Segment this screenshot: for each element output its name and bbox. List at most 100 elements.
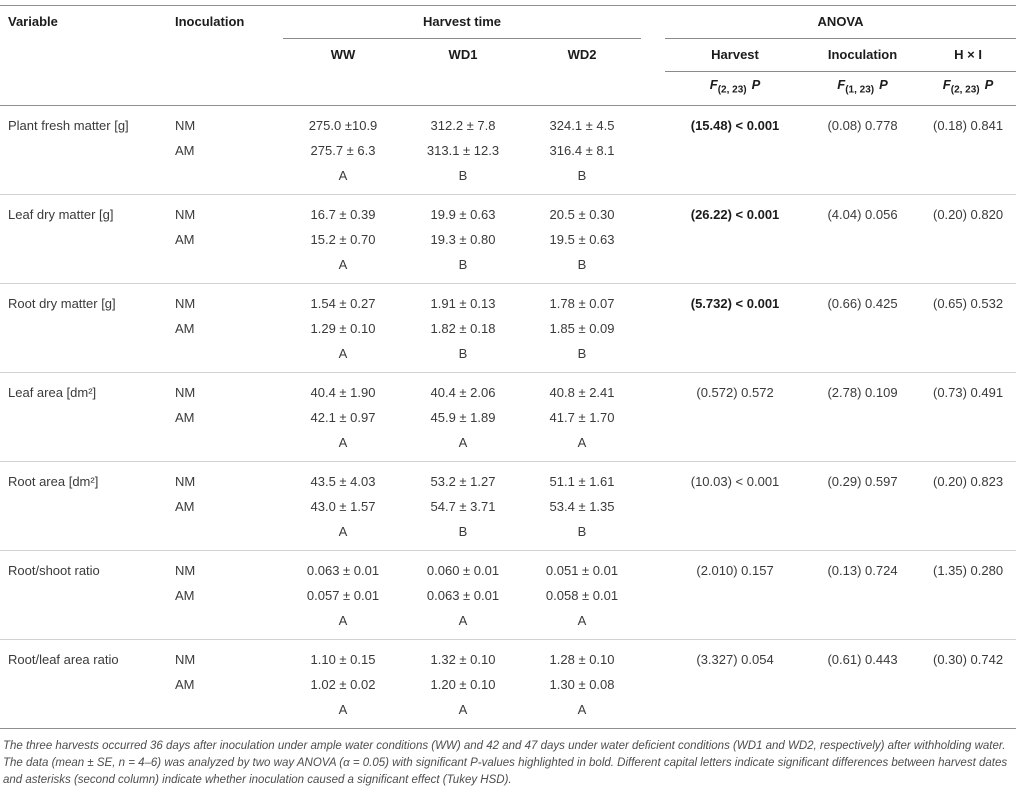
tukey-letter-wd1: B xyxy=(458,523,468,539)
value-wd2-nm: 20.5 ± 0.30 xyxy=(549,206,615,222)
header-empty-cell xyxy=(283,71,403,105)
value-wd2-am: 41.7 ± 1.70 xyxy=(549,409,615,425)
table-row: AM 1.02 ± 0.02 1.20 ± 0.10 1.30 ± 0.08 xyxy=(0,672,1016,697)
table-row: AM 15.2 ± 0.70 19.3 ± 0.80 19.5 ± 0.63 xyxy=(0,227,1016,252)
variable-block-root-leaf-area-ratio: Root/leaf area ratio NM 1.10 ± 0.15 1.32… xyxy=(0,639,1016,728)
anova-interaction-value: (0.30) 0.742 xyxy=(932,651,1004,667)
anova-inoculation-value: (0.61) 0.443 xyxy=(827,651,898,667)
df-subscript: (2, 23) xyxy=(950,84,980,96)
inoculation-label: NM xyxy=(175,473,196,489)
anova-interaction-value: (0.20) 0.820 xyxy=(932,206,1004,222)
value-ww-am: 1.29 ± 0.10 xyxy=(310,320,376,336)
gap-cell xyxy=(641,550,665,639)
value-ww-am: 43.0 ± 1.57 xyxy=(310,498,376,514)
anova-results-table: Variable Inoculation Harvest time ANOVA … xyxy=(0,6,1016,728)
tukey-letter-wd2: B xyxy=(577,167,587,183)
table-row: Leaf dry matter [g] NM 16.7 ± 0.39 19.9 … xyxy=(0,194,1016,227)
anova-inoculation-value: (2.78) 0.109 xyxy=(827,384,898,400)
table-row: AM 43.0 ± 1.57 54.7 ± 3.71 53.4 ± 1.35 xyxy=(0,494,1016,519)
anova-inoculation-value: (0.13) 0.724 xyxy=(827,562,898,578)
value-wd1-am: 54.7 ± 3.71 xyxy=(430,498,496,514)
tukey-letter-ww: A xyxy=(338,167,348,183)
value-wd1-nm: 19.9 ± 0.63 xyxy=(430,206,496,222)
variable-label: Root area [dm²] xyxy=(8,473,99,489)
anova-harvest-value: (26.22) < 0.001 xyxy=(690,206,780,222)
value-ww-am: 1.02 ± 0.02 xyxy=(310,676,376,692)
table-row: A B B xyxy=(0,252,1016,284)
p-symbol: P xyxy=(751,77,761,93)
value-ww-am: 15.2 ± 0.70 xyxy=(310,231,376,247)
tukey-letter-wd1: A xyxy=(458,434,468,450)
table-row: AM 42.1 ± 0.97 45.9 ± 1.89 41.7 ± 1.70 xyxy=(0,405,1016,430)
inoculation-label: NM xyxy=(175,206,196,222)
table-row: Root dry matter [g] NM 1.54 ± 0.27 1.91 … xyxy=(0,283,1016,316)
tukey-letter-wd2: B xyxy=(577,345,587,361)
inoculation-label: NM xyxy=(175,295,196,311)
p-symbol: P xyxy=(984,77,994,93)
empty-cell xyxy=(170,608,283,640)
table-row: A A A xyxy=(0,608,1016,640)
column-header-anova-inoculation: Inoculation xyxy=(805,38,921,72)
value-wd1-am: 313.1 ± 12.3 xyxy=(426,142,500,158)
header-gap xyxy=(641,38,665,71)
value-wd2-am: 0.058 ± 0.01 xyxy=(545,587,619,603)
variable-block-leaf-area: Leaf area [dm²] NM 40.4 ± 1.90 40.4 ± 2.… xyxy=(0,372,1016,461)
table-row: A A A xyxy=(0,430,1016,462)
header-empty-cell xyxy=(403,71,523,105)
header-empty-cell xyxy=(0,38,170,71)
anova-inoculation-value: (0.08) 0.778 xyxy=(827,117,898,133)
value-wd2-nm: 40.8 ± 2.41 xyxy=(549,384,615,400)
inoculation-label: NM xyxy=(175,651,196,667)
variable-block-root-area: Root area [dm²] NM 43.5 ± 4.03 53.2 ± 1.… xyxy=(0,461,1016,550)
anova-interaction-value: (1.35) 0.280 xyxy=(932,562,1004,578)
inoculation-label: AM xyxy=(175,409,195,425)
header-row-subcolumns: WW WD1 WD2 Harvest Inoculation H × I xyxy=(0,38,1016,72)
value-wd1-am: 1.20 ± 0.10 xyxy=(430,676,496,692)
tukey-letter-wd1: B xyxy=(458,256,468,272)
df-subscript: (1, 23) xyxy=(845,84,875,96)
table-header: Variable Inoculation Harvest time ANOVA … xyxy=(0,6,1016,105)
variable-label: Plant fresh matter [g] xyxy=(8,117,129,133)
group-header-harvest-time: Harvest time xyxy=(283,6,642,39)
value-ww-am: 42.1 ± 0.97 xyxy=(310,409,376,425)
anova-inoculation-value: (0.66) 0.425 xyxy=(827,295,898,311)
table-row: Plant fresh matter [g] NM 275.0 ±10.9 31… xyxy=(0,105,1016,138)
f-symbol: F xyxy=(709,77,718,93)
tukey-letter-wd1: B xyxy=(458,345,468,361)
anova-interaction-value: (0.65) 0.532 xyxy=(932,295,1004,311)
table-footnote: The three harvests occurred 36 days afte… xyxy=(3,739,1008,786)
group-header-anova: ANOVA xyxy=(665,6,1016,39)
value-wd1-nm: 312.2 ± 7.8 xyxy=(430,117,496,133)
tukey-letter-wd1: A xyxy=(458,612,468,628)
inoculation-label: NM xyxy=(175,562,196,578)
header-row-statistics: F(2, 23) P F(1, 23) P F(2, 23) P xyxy=(0,71,1016,105)
value-wd2-nm: 1.78 ± 0.07 xyxy=(549,295,615,311)
table-row: AM 0.057 ± 0.01 0.063 ± 0.01 0.058 ± 0.0… xyxy=(0,583,1016,608)
value-wd2-nm: 1.28 ± 0.10 xyxy=(549,651,615,667)
value-wd2-nm: 324.1 ± 4.5 xyxy=(549,117,615,133)
header-empty-cell xyxy=(0,71,170,105)
empty-cell xyxy=(170,252,283,284)
variable-label: Root/leaf area ratio xyxy=(8,651,119,667)
table-row: A A A xyxy=(0,697,1016,728)
variable-block-root-dry-matter: Root dry matter [g] NM 1.54 ± 0.27 1.91 … xyxy=(0,283,1016,372)
value-wd1-am: 45.9 ± 1.89 xyxy=(430,409,496,425)
anova-inoculation-value: (0.29) 0.597 xyxy=(827,473,898,489)
anova-interaction-value: (0.20) 0.823 xyxy=(932,473,1004,489)
value-ww-nm: 0.063 ± 0.01 xyxy=(306,562,380,578)
column-header-wd2: WD2 xyxy=(567,46,597,62)
anova-harvest-value: (3.327) 0.054 xyxy=(696,651,774,667)
value-wd1-nm: 40.4 ± 2.06 xyxy=(430,384,496,400)
value-wd2-am: 316.4 ± 8.1 xyxy=(549,142,615,158)
tukey-letter-ww: A xyxy=(338,612,348,628)
inoculation-label: AM xyxy=(175,676,195,692)
tukey-letter-ww: A xyxy=(338,523,348,539)
inoculation-label: NM xyxy=(175,384,196,400)
tukey-letter-ww: A xyxy=(338,434,348,450)
results-table-wrapper: Variable Inoculation Harvest time ANOVA … xyxy=(0,5,1016,729)
anova-harvest-value: (2.010) 0.157 xyxy=(696,562,774,578)
gap-cell xyxy=(641,372,665,461)
anova-interaction-value: (0.18) 0.841 xyxy=(932,117,1004,133)
table-row: Root/shoot ratio NM 0.063 ± 0.01 0.060 ±… xyxy=(0,550,1016,583)
column-header-anova-interaction: H × I xyxy=(920,38,1016,72)
